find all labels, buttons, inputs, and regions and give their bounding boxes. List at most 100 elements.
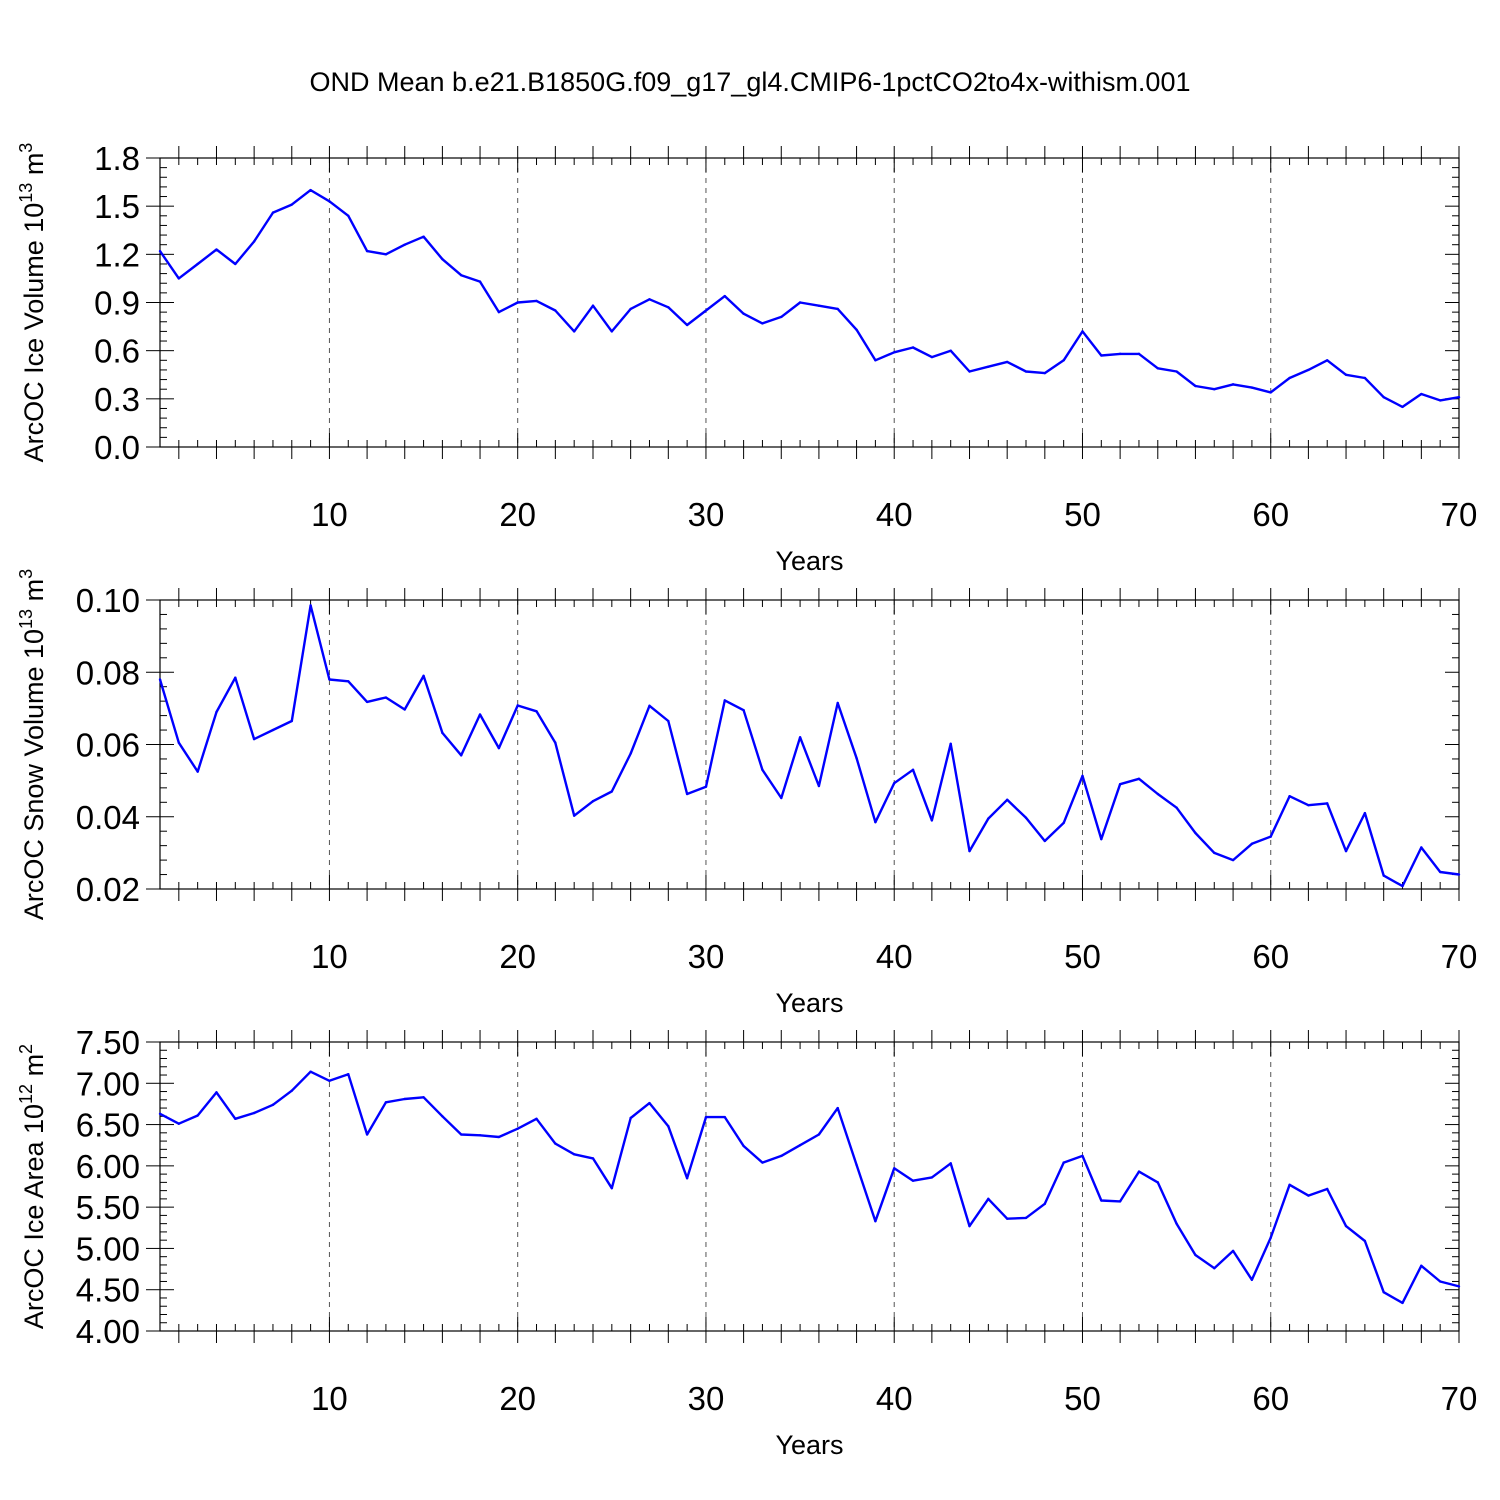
data-point — [1457, 1285, 1461, 1288]
data-point — [1457, 396, 1461, 399]
data-point — [1401, 884, 1404, 888]
data-point — [1194, 384, 1197, 388]
x-tick-label: 20 — [499, 938, 536, 975]
x-tick-label: 10 — [311, 1380, 348, 1417]
data-point — [1100, 1199, 1103, 1202]
y-tick-label: 5.50 — [76, 1189, 140, 1226]
data-point — [1100, 837, 1103, 841]
data-point — [1363, 811, 1367, 815]
chart-title: OND Mean b.e21.B1850G.f09_g17_gl4.CMIP6-… — [310, 67, 1191, 97]
data-point — [1231, 858, 1235, 862]
data-point — [591, 800, 595, 803]
data-point — [290, 1089, 293, 1092]
data-point — [1344, 1224, 1348, 1228]
data-point — [610, 790, 614, 793]
data-point — [422, 235, 425, 238]
data-point — [1156, 367, 1159, 370]
x-tick-label: 40 — [876, 938, 913, 975]
data-point — [328, 1079, 331, 1083]
data-point — [761, 322, 764, 325]
data-point — [1420, 392, 1423, 396]
data-point — [1307, 368, 1310, 372]
data-point — [328, 200, 331, 203]
data-point — [591, 1157, 595, 1160]
x-tick-label: 60 — [1252, 1380, 1289, 1417]
data-point — [516, 301, 519, 304]
data-point — [610, 1186, 614, 1190]
data-point — [1137, 1170, 1141, 1173]
data-point — [535, 1117, 538, 1120]
y-tick-label: 6.00 — [76, 1148, 140, 1185]
data-point — [685, 792, 689, 796]
y-tick-label: 1.2 — [94, 236, 140, 273]
data-point — [384, 253, 388, 256]
data-point — [1250, 386, 1254, 389]
y-tick-label: 0.02 — [76, 871, 140, 908]
data-point — [460, 754, 463, 757]
data-point — [1043, 1202, 1047, 1206]
data-point — [1118, 1200, 1122, 1203]
data-point — [874, 1219, 877, 1223]
data-point — [271, 728, 275, 732]
y-tick-label: 1.5 — [94, 188, 140, 225]
data-point — [1288, 1183, 1291, 1187]
x-axis-label: Years — [775, 988, 843, 1018]
data-point — [667, 306, 670, 309]
data-point — [817, 784, 821, 788]
data-point — [1024, 370, 1028, 373]
x-axis-label: Years — [775, 546, 843, 576]
data-point — [422, 1096, 425, 1099]
x-tick-label: 50 — [1064, 496, 1101, 533]
data-point — [196, 770, 199, 773]
data-point — [1005, 798, 1009, 801]
data-point — [252, 240, 256, 243]
data-point — [1156, 1181, 1159, 1184]
data-point — [572, 814, 576, 817]
data-point — [836, 307, 839, 311]
data-point — [648, 1101, 651, 1105]
data-point — [1288, 376, 1291, 380]
data-point — [1401, 405, 1404, 409]
data-point — [648, 704, 651, 708]
data-point — [177, 741, 181, 744]
x-tick-label: 70 — [1441, 496, 1478, 533]
data-point — [1438, 870, 1442, 874]
data-point — [234, 676, 237, 679]
data-point — [1024, 816, 1028, 820]
data-point — [911, 1179, 915, 1182]
data-point — [1250, 1278, 1254, 1282]
data-point — [535, 710, 538, 713]
data-point — [780, 315, 783, 319]
data-point — [723, 699, 726, 702]
series-line — [159, 188, 1460, 409]
data-point — [798, 1144, 802, 1147]
data-point — [1213, 1267, 1216, 1270]
data-point — [1250, 842, 1254, 846]
y-tick-label: 0.08 — [76, 654, 140, 691]
data-point — [535, 299, 538, 303]
data-point — [1344, 373, 1348, 376]
data-point — [930, 355, 934, 359]
data-point — [987, 817, 990, 820]
x-tick-label: 30 — [688, 496, 725, 533]
data-point — [685, 1177, 689, 1180]
data-point — [441, 257, 444, 261]
data-point — [1081, 1154, 1084, 1158]
data-point — [271, 1103, 275, 1106]
x-tick-label: 40 — [876, 496, 913, 533]
x-tick-label: 60 — [1252, 496, 1289, 533]
data-point — [572, 1153, 576, 1156]
data-point — [1326, 359, 1329, 362]
data-point — [817, 304, 821, 307]
data-point — [968, 370, 971, 373]
data-point — [1269, 391, 1272, 394]
y-tick-label: 5.00 — [76, 1230, 140, 1267]
data-point — [610, 330, 614, 333]
data-point — [572, 330, 576, 333]
data-point — [836, 1106, 839, 1110]
data-point — [215, 1091, 218, 1094]
data-point — [1213, 388, 1216, 391]
data-point — [648, 298, 651, 301]
data-point — [723, 1115, 726, 1119]
